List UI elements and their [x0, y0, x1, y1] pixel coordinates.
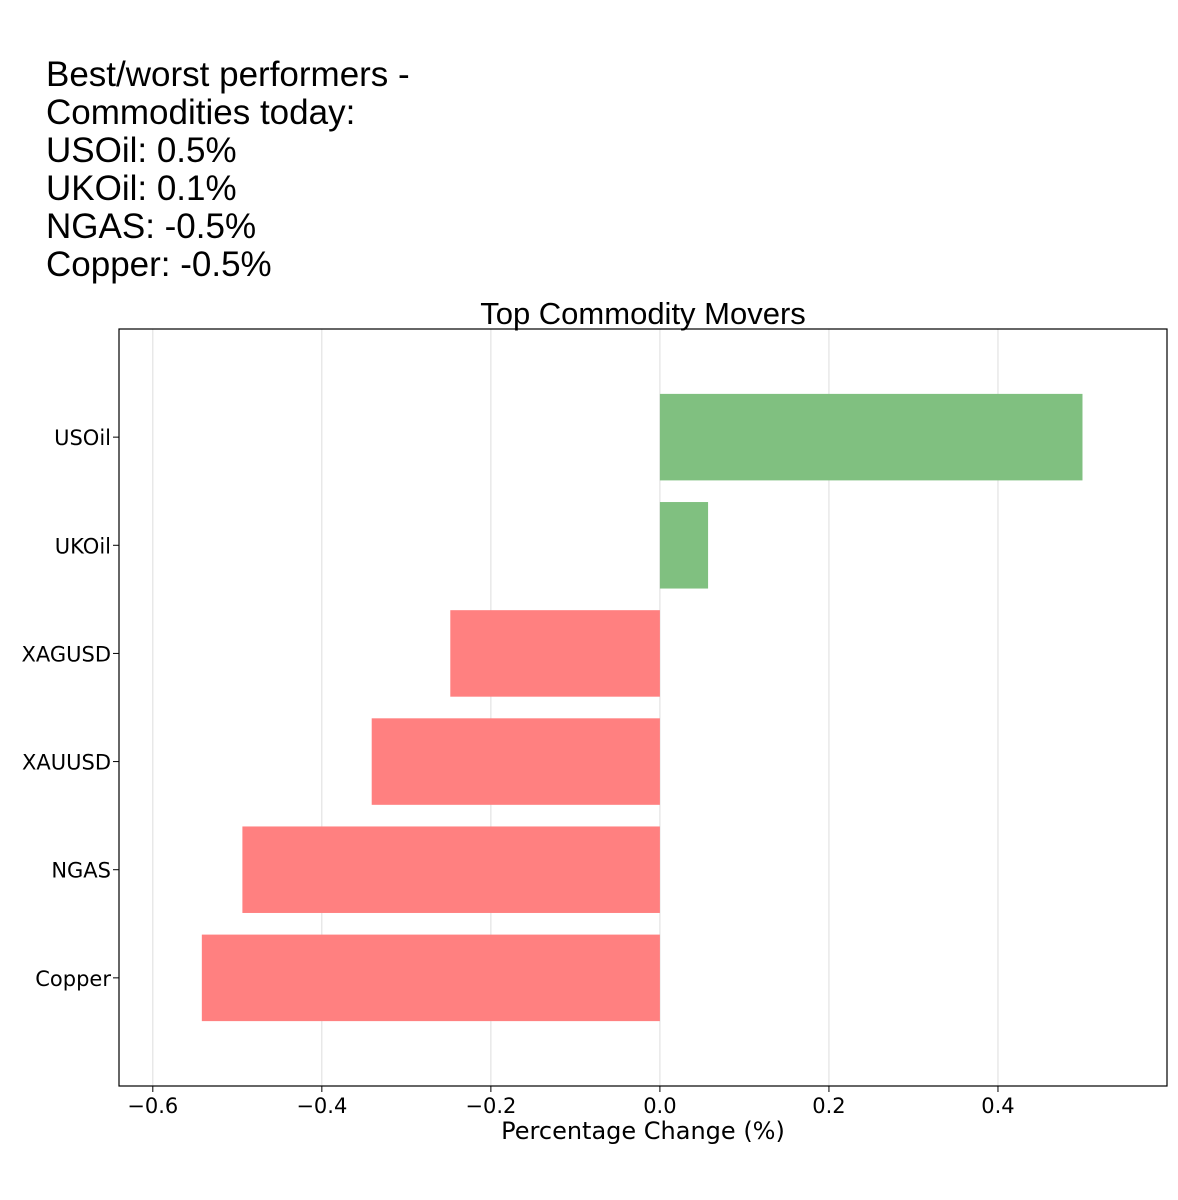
- x-tick-label: −0.2: [465, 1094, 516, 1118]
- x-axis-title: Percentage Change (%): [501, 1117, 785, 1145]
- y-tick-label: XAGUSD: [21, 642, 111, 666]
- y-tick-label: XAUUSD: [22, 751, 111, 775]
- summary-line: Commodities today:: [46, 93, 356, 132]
- summary-line: Copper: -0.5%: [46, 245, 272, 284]
- plot-frame: [118, 328, 1168, 1087]
- y-tick-label: USOil: [54, 426, 111, 450]
- bar-copper: [201, 934, 660, 1022]
- bar-xagusd: [450, 610, 660, 697]
- bar-ngas: [242, 826, 660, 913]
- y-tick-label: UKOil: [55, 534, 111, 558]
- x-tick-label: −0.6: [127, 1094, 178, 1118]
- bar-ukoil: [659, 502, 709, 589]
- x-tick-label: 0.4: [981, 1094, 1014, 1118]
- bar-xauusd: [371, 718, 660, 805]
- x-tick-label: 0.2: [812, 1094, 845, 1118]
- x-tick-label: −0.4: [296, 1094, 347, 1118]
- summary-line: Best/worst performers -: [46, 55, 410, 94]
- ticks: −0.6 −0.4 −0.2 0.0 0.2 0.4 USOil UKOil XAGUSD XAU…: [21, 426, 1014, 1118]
- y-tick-label: Copper: [35, 967, 111, 991]
- chart-title: Top Commodity Movers: [480, 296, 806, 331]
- y-tick-label: NGAS: [51, 859, 111, 883]
- x-tick-label: 0.0: [643, 1094, 676, 1118]
- bar-usoil: [659, 393, 1083, 481]
- bars: [201, 393, 1083, 1022]
- summary-text: Best/worst performers - Commodities toda…: [46, 56, 410, 284]
- summary-line: USOil: 0.5%: [46, 131, 237, 170]
- summary-line: NGAS: -0.5%: [46, 207, 257, 246]
- summary-line: UKOil: 0.1%: [46, 169, 237, 208]
